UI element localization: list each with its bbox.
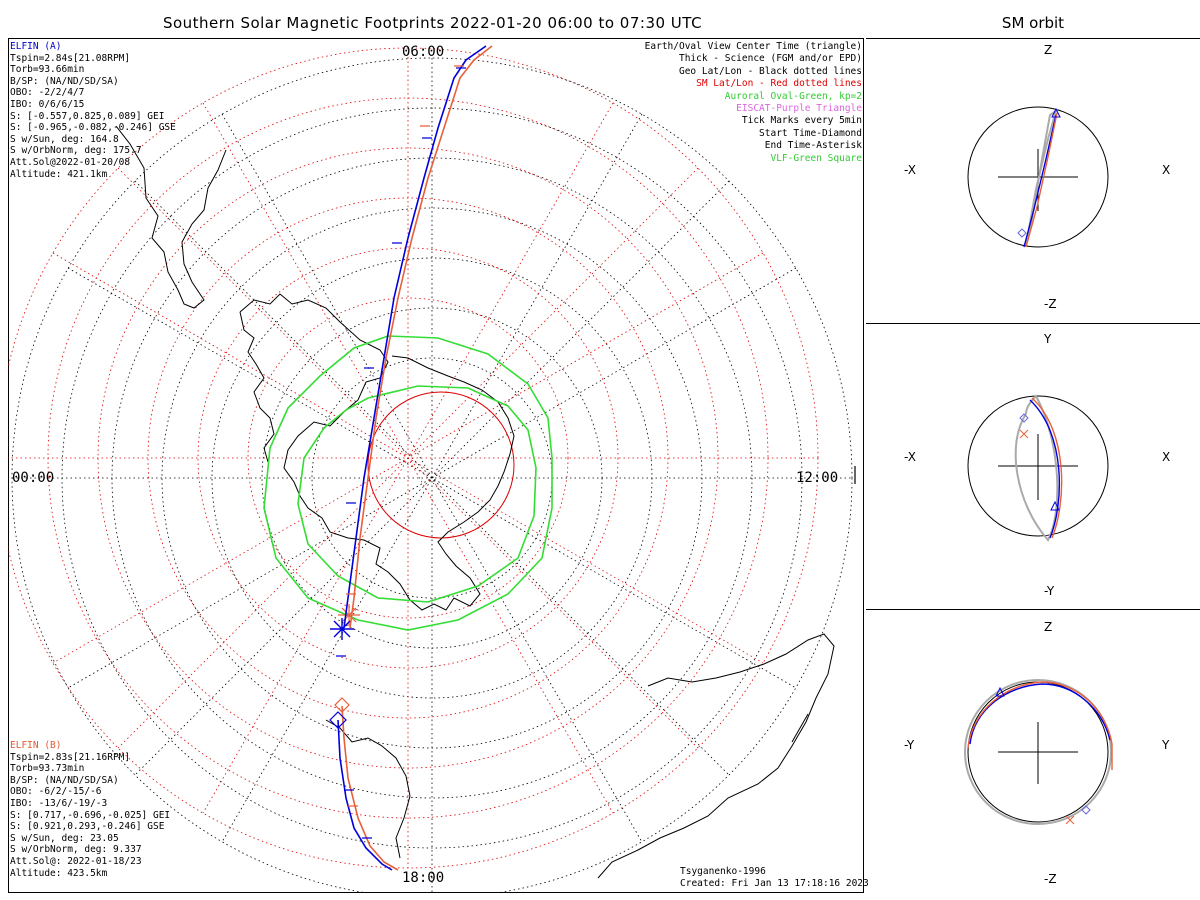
legend-item: SM Lat/Lon - Red dotted lines: [696, 78, 862, 90]
orbit-track-a: [969, 683, 1111, 745]
elfin-a-track-upper: [343, 45, 487, 629]
africa-coast: [325, 719, 411, 859]
orbit-plot-xz: [967, 106, 1109, 248]
legend-item: Auroral Oval-Green, kp=2: [724, 90, 862, 102]
coastlines: [115, 125, 835, 879]
tick-marks-b: [346, 65, 464, 807]
elfin-b-line: OBO: -6/2/-15/-6: [10, 786, 102, 798]
legend-item: Tick Marks every 5min: [741, 115, 862, 127]
legend-item: Geo Lat/Lon - Black dotted lines: [678, 65, 862, 77]
elfin-a-line: Att.Sol@2022-01-20/08: [10, 156, 131, 168]
elfin-b-line: IBO: -13/6/-19/-3: [10, 797, 108, 809]
axis-label-left: -X: [904, 450, 916, 464]
elfin-a-line: S w/Sun, deg: 164.8: [10, 133, 119, 145]
axis-label-right: Y: [1162, 738, 1170, 752]
legend-item: VLF-Green Square: [770, 152, 862, 164]
time-label-right: 12:00: [796, 470, 839, 486]
elfin-b-line: Torb=93.73min: [10, 763, 85, 775]
nz-coast: [791, 713, 809, 743]
sm-pole-circle: [367, 391, 515, 539]
south-america-coast: [115, 125, 227, 309]
auroral-oval-inner: [297, 385, 537, 603]
elfin-a-line: Torb=93.66min: [10, 64, 85, 76]
tick-marks: [336, 67, 466, 839]
elfin-b-line: S: [0.921,0.293,-0.246] GSE: [10, 821, 165, 833]
axis-label-top: Z: [1044, 620, 1053, 634]
orbit-plot-yz: [964, 679, 1113, 825]
axis-label-top: Z: [1044, 43, 1053, 57]
antarctic-peninsula-coast: [239, 311, 275, 463]
axis-label-bottom: -Z: [1044, 297, 1057, 311]
axis-label-bottom: -Z: [1044, 872, 1057, 886]
orbit-panel-xz: -X X Z -Z: [866, 38, 1200, 324]
orbit-track-b: [967, 681, 1113, 770]
elfin-b-line: Tspin=2.83s[21.16RPM]: [10, 751, 131, 763]
elfin-b-info: ELFIN (B) Tspin=2.83s[21.16RPM] Torb=93.…: [10, 740, 170, 879]
elfin-a-line: S: [-0.965,-0.082,-0.246] GSE: [10, 122, 176, 134]
elfin-a-line: OBO: -2/2/4/7: [10, 87, 85, 99]
created-label: Created: Fri Jan 13 17:18:16 2023: [680, 878, 869, 889]
antarctica-coast: [239, 293, 515, 611]
model-label: Tsyganenko-1996: [680, 866, 766, 877]
legend-item: End Time-Asterisk: [764, 140, 862, 152]
elfin-b-line: Att.Sol@: 2022-01-18/23: [10, 855, 142, 867]
axis-label-right: X: [1162, 163, 1171, 177]
elfin-a-line: Altitude: 421.1km: [10, 168, 108, 180]
time-label-left: 00:00: [12, 470, 55, 486]
plot-title: Southern Solar Magnetic Footprints 2022-…: [162, 14, 703, 32]
elfin-b-start-diamond: [334, 697, 350, 713]
elfin-b-line: S w/Sun, deg: 23.05: [10, 832, 119, 844]
elfin-a-line: S w/OrbNorm, deg: 175.7: [10, 145, 142, 157]
axis-label-right: X: [1162, 450, 1171, 464]
elfin-a-line: IBO: 0/6/6/15: [10, 98, 85, 110]
legend-item: Start Time-Diamond: [759, 127, 862, 139]
sm-grid: [8, 47, 819, 869]
elfin-b-track-lower: [341, 705, 399, 871]
axis-label-bottom: -Y: [1044, 584, 1055, 598]
elfin-b-end-asterisk: [338, 604, 360, 626]
elfin-a-track-lower: [337, 719, 393, 871]
elfin-a-name: ELFIN (A): [10, 41, 62, 52]
time-label-bottom: 18:00: [402, 870, 445, 886]
orbit-track-grey: [1014, 394, 1059, 542]
orbit-track-b: [1031, 397, 1063, 539]
legend: Earth/Oval View Center Time (triangle) T…: [645, 41, 862, 165]
footprint-map: [8, 45, 856, 893]
auroral-oval-outer: [263, 335, 553, 631]
footprint-map-frame: [8, 38, 864, 893]
elfin-a-track: [329, 45, 487, 871]
elfin-b-track: [334, 45, 493, 871]
elfin-b-line: B/SP: (NA/ND/SD/SA): [10, 774, 119, 786]
australia-coast: [597, 633, 835, 879]
orbit-panel-xy: -X X Y -Y: [866, 324, 1200, 610]
elfin-b-line: S w/OrbNorm, deg: 9.337: [10, 844, 142, 856]
elfin-b-line: S: [0.717,-0.696,-0.025] GEI: [10, 809, 171, 821]
orbit-track-grey: [964, 679, 1112, 825]
time-label-top: 06:00: [402, 44, 445, 60]
legend-item: Thick - Science (FGM and/or EPD): [678, 53, 862, 65]
legend-item: EISCAT-Purple Triangle: [736, 103, 862, 115]
elfin-a-end-asterisk: [330, 618, 354, 640]
orbit-track-b: [1025, 112, 1058, 248]
axis-label-left: -X: [904, 163, 916, 177]
orbit-title: SM orbit: [1001, 14, 1065, 32]
elfin-a-info: ELFIN (A) Tspin=2.84s[21.08RPM] Torb=93.…: [10, 41, 176, 180]
orbit-track-a: [1029, 399, 1061, 539]
elfin-b-name: ELFIN (B): [10, 740, 62, 751]
axis-label-left: -Y: [904, 738, 915, 752]
orbit-track-a: [1023, 114, 1057, 248]
elfin-a-start-diamond: [329, 711, 347, 729]
elfin-a-line: S: [-0.557,0.825,0.089] GEI: [10, 110, 165, 122]
auroral-ovals: [263, 335, 553, 631]
elfin-b-line: Altitude: 423.5km: [10, 867, 108, 879]
orbit-panel-yz: -Y Y Z -Z: [866, 610, 1200, 898]
elfin-a-line: Tspin=2.84s[21.08RPM]: [10, 52, 131, 64]
footer: Tsyganenko-1996 Created: Fri Jan 13 17:1…: [680, 866, 869, 890]
elfin-b-track-upper: [349, 45, 493, 629]
elfin-a-line: B/SP: (NA/ND/SD/SA): [10, 75, 119, 87]
legend-item: Earth/Oval View Center Time (triangle): [644, 41, 862, 52]
axis-label-top: Y: [1044, 332, 1052, 346]
orbit-plot-xy: [967, 394, 1109, 542]
